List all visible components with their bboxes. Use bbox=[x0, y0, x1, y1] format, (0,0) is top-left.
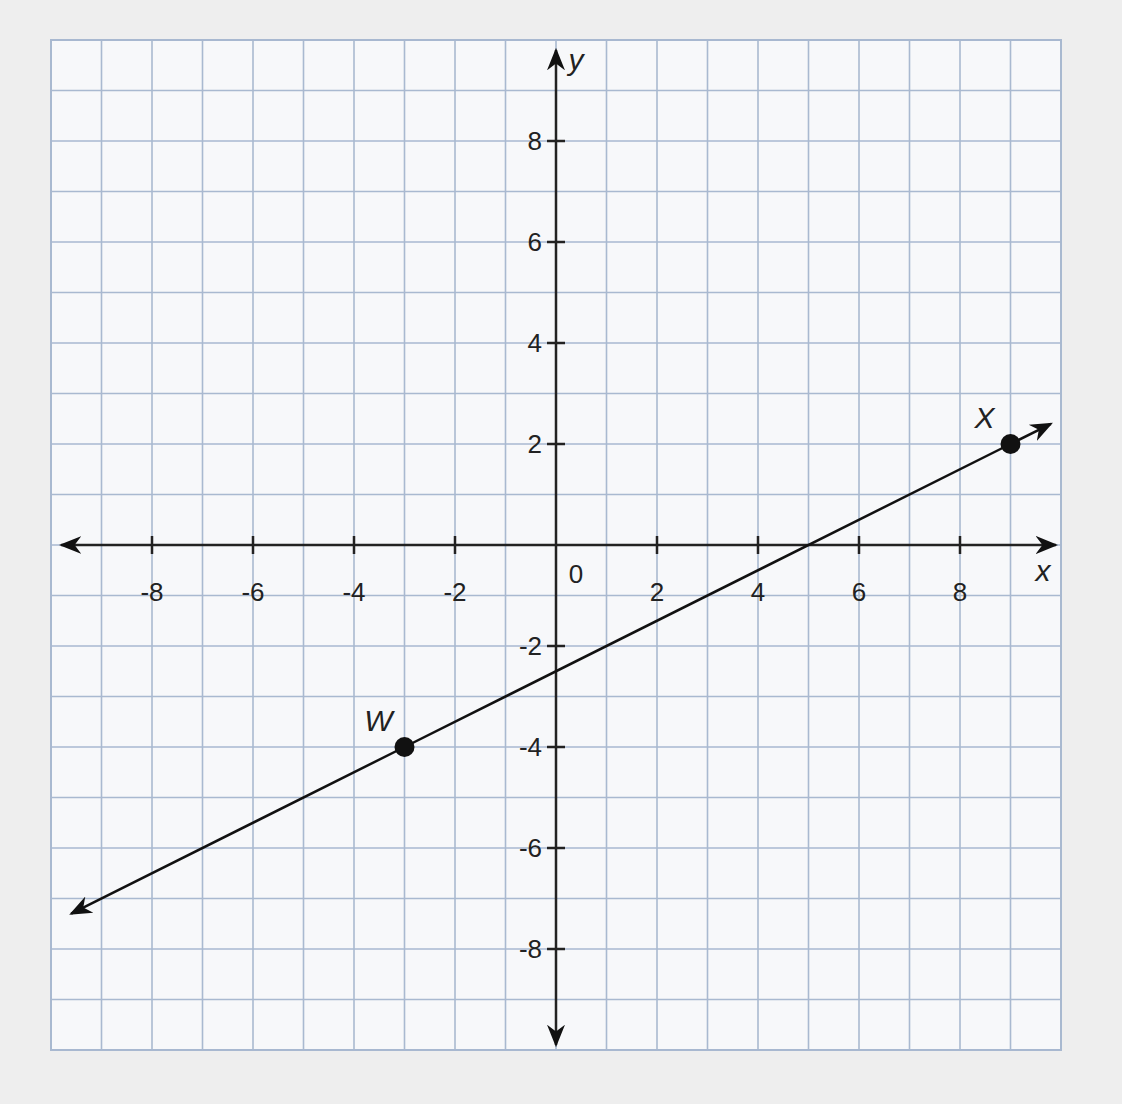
y-tick-label: 8 bbox=[528, 126, 542, 156]
x-tick bbox=[252, 536, 255, 554]
x-tick bbox=[454, 536, 457, 554]
x-tick-label: 2 bbox=[650, 577, 664, 607]
y-tick-label: -2 bbox=[519, 631, 542, 661]
x-tick bbox=[959, 536, 962, 554]
y-tick bbox=[547, 443, 565, 446]
y-tick bbox=[547, 140, 565, 143]
y-tick bbox=[547, 746, 565, 749]
y-tick bbox=[547, 645, 565, 648]
plot-area bbox=[71, 424, 1051, 914]
x-tick bbox=[858, 536, 861, 554]
y-tick-label: 2 bbox=[528, 429, 542, 459]
y-tick bbox=[547, 847, 565, 850]
grid-line bbox=[555, 40, 557, 1050]
y-tick bbox=[547, 342, 565, 345]
grid-line bbox=[51, 746, 1061, 748]
x-tick-label: -2 bbox=[443, 577, 466, 607]
x-tick bbox=[757, 536, 760, 554]
x-tick bbox=[656, 536, 659, 554]
x-tick-label: -4 bbox=[342, 577, 365, 607]
x-tick-label: 4 bbox=[751, 577, 765, 607]
origin-label: 0 bbox=[569, 559, 583, 589]
x-tick bbox=[353, 536, 356, 554]
y-axis-label: y bbox=[567, 43, 586, 76]
chart: -8 -6 -4 -2 0 2 4 6 8 -8 -6 -4 -2 2 4 6 8 x y W X bbox=[0, 0, 1122, 1104]
y-tick-label: 6 bbox=[528, 227, 542, 257]
y-tick bbox=[547, 948, 565, 951]
point bbox=[1001, 434, 1021, 454]
grid-line bbox=[51, 342, 1061, 344]
x-tick bbox=[151, 536, 154, 554]
x-tick-label: 8 bbox=[953, 577, 967, 607]
x-tick-label: -6 bbox=[241, 577, 264, 607]
line bbox=[71, 424, 1051, 914]
point-label: X bbox=[973, 401, 995, 434]
x-axis bbox=[61, 544, 1056, 547]
x-tick-label: -8 bbox=[140, 577, 163, 607]
grid-line bbox=[51, 1049, 1061, 1051]
x-tick-label: 6 bbox=[852, 577, 866, 607]
y-tick-label: -8 bbox=[519, 934, 542, 964]
x-axis-label: x bbox=[1034, 554, 1052, 587]
point-label: W bbox=[364, 704, 395, 737]
y-axis bbox=[555, 50, 558, 1045]
grid-line bbox=[51, 645, 1061, 647]
grid-line bbox=[51, 443, 1061, 445]
y-tick-label: 4 bbox=[528, 328, 542, 358]
point bbox=[395, 737, 415, 757]
y-tick-label: -6 bbox=[519, 833, 542, 863]
grid-line bbox=[51, 39, 1061, 41]
y-tick bbox=[547, 241, 565, 244]
grid-line bbox=[51, 140, 1061, 142]
y-tick-label: -4 bbox=[519, 732, 542, 762]
grid-line bbox=[51, 241, 1061, 243]
plot-frame bbox=[51, 40, 1061, 1050]
grid-line bbox=[51, 948, 1061, 950]
